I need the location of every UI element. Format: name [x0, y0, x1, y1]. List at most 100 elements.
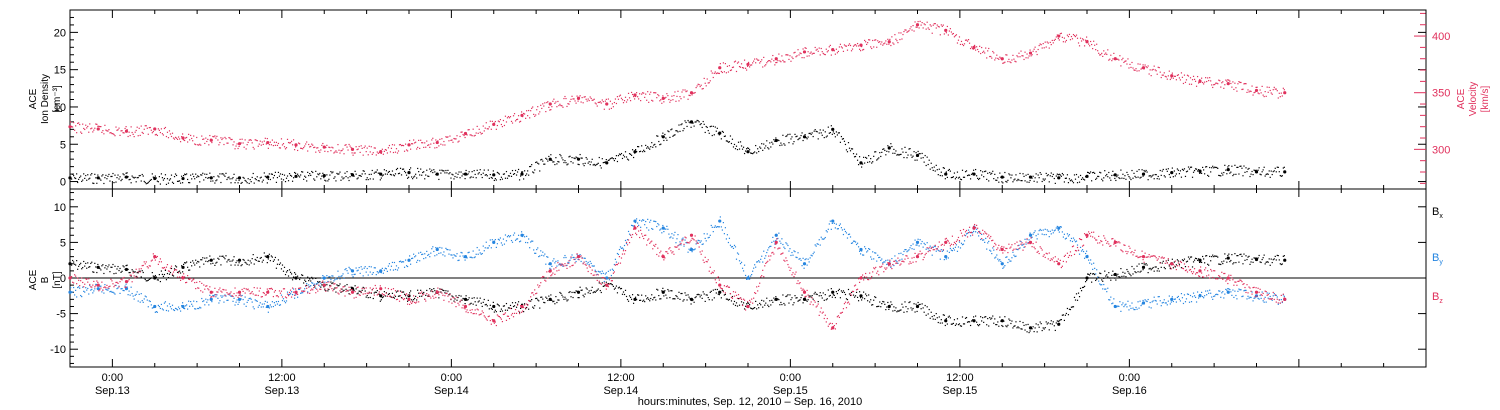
top-dot [267, 178, 269, 180]
bottom-dot [207, 299, 209, 301]
top-dot [534, 169, 536, 171]
bottom-dot [1195, 257, 1198, 260]
bottom-dot [570, 296, 572, 298]
bottom-dot [717, 293, 719, 295]
top-dot [941, 175, 943, 177]
top-dot [1055, 175, 1057, 177]
top-dot [949, 170, 951, 172]
top-dot [250, 181, 252, 183]
top-dot [144, 181, 146, 184]
top-dot [873, 155, 875, 157]
bottom-dot [131, 269, 133, 271]
bottom-dot [604, 273, 606, 275]
bottom-dot [531, 240, 533, 242]
top-dot [448, 140, 450, 142]
top-dot [527, 115, 529, 117]
top-dot [955, 176, 958, 178]
bottom-dot [1090, 259, 1092, 261]
bottom-dot [659, 298, 661, 300]
bottom-dot [905, 306, 907, 308]
top-dot [226, 142, 228, 144]
top-dot [465, 169, 467, 172]
bottom-dot [966, 232, 969, 234]
bottom-dot [442, 289, 444, 291]
bottom-dot [1026, 238, 1028, 241]
bottom-dot [489, 239, 491, 241]
bottom-dot [428, 295, 430, 297]
top-dot [253, 182, 255, 184]
bottom-dot [304, 279, 306, 281]
bottom-dot [1104, 270, 1106, 272]
bottom-dot [809, 257, 811, 259]
bottom-dot [1032, 233, 1034, 235]
bottom-dot [770, 304, 772, 306]
top-dot [695, 121, 697, 123]
bottom-dot [552, 301, 554, 303]
bottom-dot [390, 296, 393, 298]
top-dot [1221, 172, 1223, 174]
bottom-dot [739, 262, 742, 265]
top-dot [1122, 57, 1124, 59]
top-dot [971, 172, 974, 174]
bottom-dot [128, 271, 130, 274]
top-dot [330, 150, 332, 152]
bottom-dot [830, 288, 832, 290]
top-dot [383, 169, 385, 171]
bottom-dot [696, 294, 698, 296]
bottom-dot [1034, 230, 1036, 232]
bottom-dot [607, 270, 609, 272]
bottom-dot [393, 297, 396, 299]
bottom-dot [808, 261, 810, 263]
bottom-dot [721, 289, 723, 291]
top-dot [175, 137, 178, 139]
top-dot [647, 91, 649, 93]
bottom-dot [1146, 300, 1148, 303]
bottom-dot [468, 251, 470, 253]
bottom-dot [335, 277, 337, 279]
bottom-dot [638, 294, 640, 296]
bottom-dot [403, 293, 406, 295]
bottom-dot [832, 294, 834, 296]
bottom-dot [1061, 231, 1063, 233]
bottom-dot [280, 294, 283, 296]
bottom-dot [511, 241, 514, 243]
top-dot [705, 85, 707, 87]
top-dot [576, 157, 578, 159]
bottom-dot [1229, 260, 1231, 263]
top-dot [554, 163, 556, 166]
bottom-dot [600, 273, 602, 275]
top-dot [1263, 166, 1265, 168]
top-dot [944, 178, 946, 180]
top-dot [421, 142, 423, 144]
bottom-dot [788, 302, 790, 304]
top-dot [500, 176, 503, 178]
top-dot [619, 154, 622, 156]
top-dot [291, 180, 294, 182]
top-dot [464, 136, 466, 139]
top-dot [573, 157, 575, 159]
bottom-dot [768, 305, 770, 308]
bottom-dot [1258, 254, 1260, 257]
top-dot [1048, 181, 1050, 183]
bottom-dot [425, 294, 427, 296]
bottom-dot [853, 296, 856, 298]
top-dot [787, 133, 789, 136]
bottom-dot [379, 271, 381, 273]
bottom-dot [849, 294, 852, 297]
top-dot [1035, 51, 1037, 53]
bottom-dot [917, 301, 919, 304]
bottom-dot [1044, 228, 1046, 230]
top-dot [72, 126, 74, 128]
bottom-dot [432, 246, 434, 248]
bottom-ytick-label: 5 [60, 237, 66, 249]
top-dot [1266, 173, 1268, 175]
top-dot [375, 171, 377, 173]
top-dot [170, 174, 173, 176]
top-dot [608, 108, 610, 110]
bottom-dot [1089, 274, 1091, 276]
bottom-dot [185, 305, 187, 307]
top-dot [1186, 74, 1189, 76]
top-dot [1216, 166, 1218, 169]
bottom-dot [458, 294, 460, 297]
top-point [237, 142, 242, 146]
